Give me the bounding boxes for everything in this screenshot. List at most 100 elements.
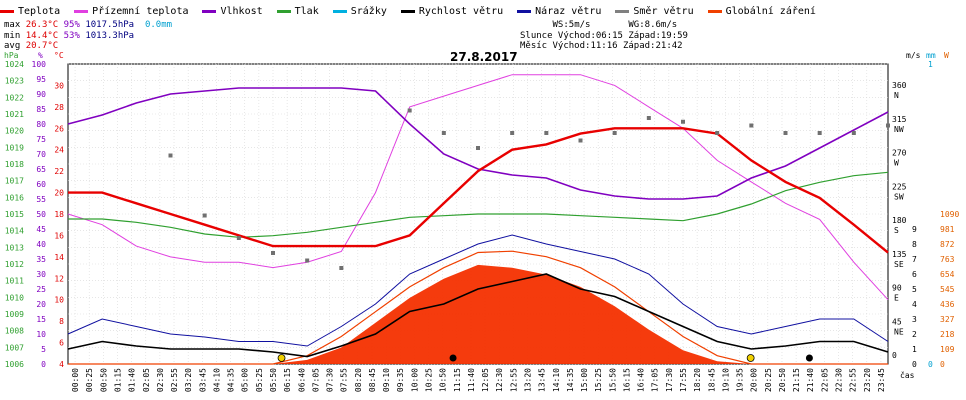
humidity-tick: 80	[36, 120, 46, 129]
x-tick: 01:40	[128, 368, 137, 392]
legend-swatch	[707, 9, 722, 13]
humidity-line	[67, 87, 889, 200]
legend-item: Teplota	[0, 4, 60, 18]
x-tick: 20:50	[778, 368, 787, 392]
x-tick: 20:25	[764, 368, 773, 392]
x-tick: 16:40	[637, 368, 646, 392]
radiation-tick: 0	[940, 360, 945, 369]
x-tick: 03:45	[198, 368, 207, 392]
wind-dir-tick: 360	[892, 81, 907, 90]
pressure-tick: 1024	[5, 60, 24, 69]
x-tick: 18:45	[707, 368, 716, 392]
stat-min-press: 1013.3hPa	[85, 30, 135, 41]
x-tick: 15:50	[608, 368, 617, 392]
x-tick: 12:30	[495, 368, 504, 392]
wind-dir-point	[168, 153, 173, 158]
x-tick: 22:05	[820, 368, 829, 392]
x-tick: 17:55	[679, 368, 688, 392]
temp-tick: 24	[54, 146, 64, 155]
wind-dir-point	[305, 258, 310, 263]
x-tick: 17:30	[665, 368, 674, 392]
radiation-tick: 654	[940, 270, 955, 279]
radiation-tick: 436	[940, 300, 955, 309]
pressure-tick: 1016	[5, 193, 24, 202]
temp-tick: 16	[54, 231, 64, 240]
x-tick: 09:35	[396, 368, 405, 392]
legend-item: Vlhkost	[202, 4, 263, 18]
stat-min-temp: 14.4°C	[25, 30, 59, 41]
humidity-tick: 45	[36, 225, 46, 234]
x-tick: 10:50	[439, 368, 448, 392]
humidity-tick: 75	[36, 135, 46, 144]
radiation-tick: 1090	[940, 210, 959, 219]
humidity-unit: %	[38, 51, 43, 60]
legend-item: Náraz větru	[517, 4, 601, 18]
legend-swatch	[517, 9, 532, 13]
stat-max-temp: 26.3°C	[25, 20, 59, 30]
radiation-tick: 763	[940, 255, 955, 264]
x-tick: 21:40	[806, 368, 815, 392]
legend-swatch	[332, 9, 347, 13]
pressure-tick: 1013	[5, 243, 24, 252]
wind-dir-letter: S	[894, 226, 899, 235]
humidity-tick: 5	[41, 345, 46, 354]
x-tick: 05:00	[241, 368, 250, 392]
x-tick: 03:20	[184, 368, 193, 392]
wind-dir-letter: N	[894, 91, 899, 100]
pressure-tick: 1007	[5, 343, 24, 352]
wind-speed-tick: 8	[912, 240, 917, 249]
stat-min-hum: 53%	[63, 30, 80, 41]
x-tick: 07:30	[326, 368, 335, 392]
wind-dir-point	[886, 123, 890, 128]
humidity-tick: 70	[36, 150, 46, 159]
pressure-tick: 1021	[5, 110, 24, 119]
wind-dir-point	[851, 131, 856, 135]
humidity-tick: 95	[36, 75, 46, 84]
pressure-tick: 1012	[5, 260, 24, 269]
wind-speed-tick: 4	[912, 300, 917, 309]
x-tick: 13:45	[538, 368, 547, 392]
stat-label-avg: avg	[4, 41, 21, 51]
sun-set: Západ:19:59	[628, 30, 688, 41]
x-tick: 18:20	[693, 368, 702, 392]
wind-dir-point	[476, 146, 480, 150]
radiation-tick: 981	[940, 225, 955, 234]
x-axis-label: čas	[900, 370, 915, 380]
temp-tick: 14	[54, 253, 64, 262]
wind-dir-point	[681, 119, 685, 124]
legend-swatch	[202, 9, 217, 13]
rain-tick: 1	[928, 60, 933, 69]
legend-label: Rychlost větru	[418, 5, 504, 17]
wind-dir-point	[339, 266, 344, 270]
wind-dir-letter: NE	[894, 327, 904, 336]
humidity-tick: 10	[36, 330, 46, 339]
x-tick: 07:05	[311, 368, 320, 392]
wind-dir-tick: 45	[892, 317, 902, 326]
pressure-tick: 1011	[5, 277, 24, 286]
legend-swatch	[400, 9, 415, 13]
chart-legend: Teplota Přízemní teplota Vlhkost Tlak Srážky…	[0, 4, 830, 18]
x-tick: 00:00	[71, 368, 80, 392]
wind-dir-letter: SW	[894, 192, 904, 201]
humidity-tick: 30	[36, 270, 46, 279]
pressure-tick: 1009	[5, 310, 24, 319]
legend-item: Srážky	[332, 4, 387, 18]
sun-rise: Slunce Východ:06:15	[520, 30, 623, 41]
moon-rise: Měsíc Východ:11:16	[520, 41, 618, 51]
legend-label: Náraz větru	[535, 5, 602, 17]
legend-item: Tlak	[276, 4, 319, 18]
pressure-line	[68, 171, 889, 238]
x-tick: 12:55	[509, 368, 518, 392]
radiation-tick: 872	[940, 240, 955, 249]
sun-marker	[746, 354, 755, 362]
rain-tick: 0	[928, 360, 933, 369]
x-tick: 14:35	[566, 368, 575, 392]
x-tick: 22:55	[849, 368, 858, 392]
x-tick: 14:10	[552, 368, 561, 392]
temp-tick: 22	[54, 167, 64, 176]
legend-item: Přízemní teplota	[74, 4, 188, 18]
humidity-tick: 35	[36, 255, 46, 264]
pressure-tick: 1022	[5, 93, 24, 102]
stat-label-max: max	[4, 20, 21, 30]
